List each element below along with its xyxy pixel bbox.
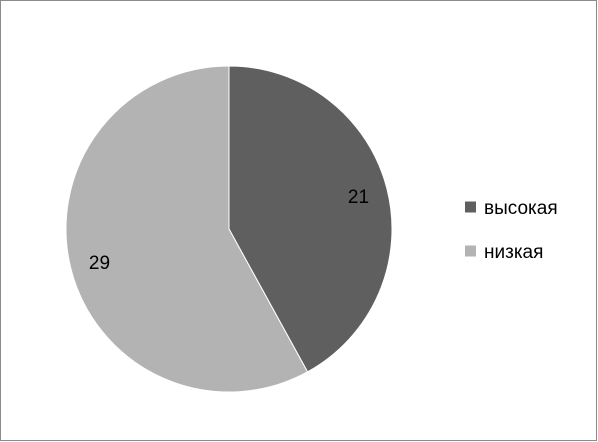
data-label-2: 29 — [89, 253, 110, 274]
legend-label-2: низкая — [484, 242, 543, 263]
pie-slice-2 — [65, 65, 309, 393]
legend-label-1: высокая — [484, 198, 558, 219]
legend: высокая низкая — [465, 198, 558, 263]
legend-swatch-2 — [465, 245, 476, 257]
data-label-1: 21 — [348, 187, 369, 208]
pie-slice-1 — [228, 65, 393, 373]
data-labels: 21 29 — [89, 187, 369, 274]
legend-swatch-1 — [465, 201, 476, 213]
pie-slices — [65, 65, 393, 393]
